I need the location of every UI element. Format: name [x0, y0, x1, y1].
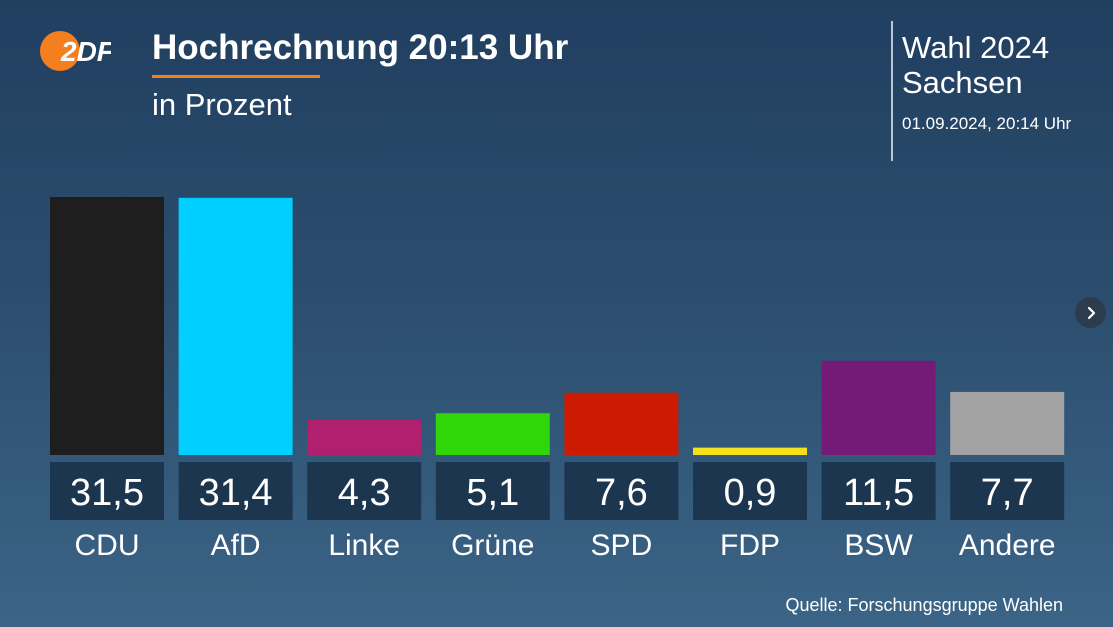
- value-box-spd: [564, 462, 679, 520]
- bar-cdu: [50, 197, 164, 455]
- value-box-afd: [178, 462, 293, 520]
- category-label-gruene: Grüne: [451, 529, 534, 562]
- region-label: Sachsen: [902, 65, 1023, 100]
- value-label-cdu: 31,5: [70, 472, 144, 514]
- value-label-gruene: 5,1: [466, 472, 519, 514]
- election-label: Wahl 2024: [902, 30, 1050, 65]
- bar-afd: [178, 197, 293, 456]
- chart-subtitle: in Prozent: [152, 87, 292, 122]
- value-label-spd: 7,6: [595, 472, 648, 514]
- value-label-bsw: 11,5: [843, 472, 914, 514]
- bar-fdp: [693, 447, 807, 455]
- value-box-andere: [950, 462, 1065, 520]
- value-box-linke: [307, 462, 422, 520]
- bar-bsw: [821, 360, 936, 455]
- value-label-linke: 4,3: [338, 472, 391, 514]
- value-box-gruene: [435, 462, 550, 520]
- source-note: Quelle: Forschungsgruppe Wahlen: [785, 595, 1064, 615]
- category-label-spd: SPD: [591, 529, 653, 562]
- bar-gruene: [435, 413, 550, 455]
- category-label-afd: AfD: [211, 529, 261, 562]
- category-label-bsw: BSW: [844, 529, 913, 562]
- value-box-fdp: [693, 462, 807, 520]
- title-underline: [152, 75, 320, 78]
- value-box-cdu: [50, 462, 164, 520]
- header-divider: [891, 21, 893, 161]
- zdf-logo: 2DF: [40, 31, 111, 71]
- value-label-andere: 7,7: [981, 472, 1034, 514]
- chart-title: Hochrechnung 20:13 Uhr: [152, 28, 569, 67]
- category-label-fdp: FDP: [720, 529, 780, 562]
- next-slide-button[interactable]: [1075, 297, 1106, 328]
- value-label-fdp: 0,9: [724, 472, 777, 514]
- bar-andere: [950, 391, 1065, 455]
- value-box-bsw: [821, 462, 936, 520]
- category-label-linke: Linke: [328, 529, 400, 562]
- bar-linke: [307, 419, 422, 455]
- bar-spd: [564, 392, 679, 455]
- timestamp: 01.09.2024, 20:14 Uhr: [902, 114, 1072, 133]
- category-label-andere: Andere: [959, 529, 1056, 562]
- value-label-afd: 31,4: [199, 472, 273, 514]
- chevron-right-icon: [1087, 306, 1095, 319]
- category-label-cdu: CDU: [75, 529, 140, 562]
- logo-text: 2DF: [60, 36, 111, 67]
